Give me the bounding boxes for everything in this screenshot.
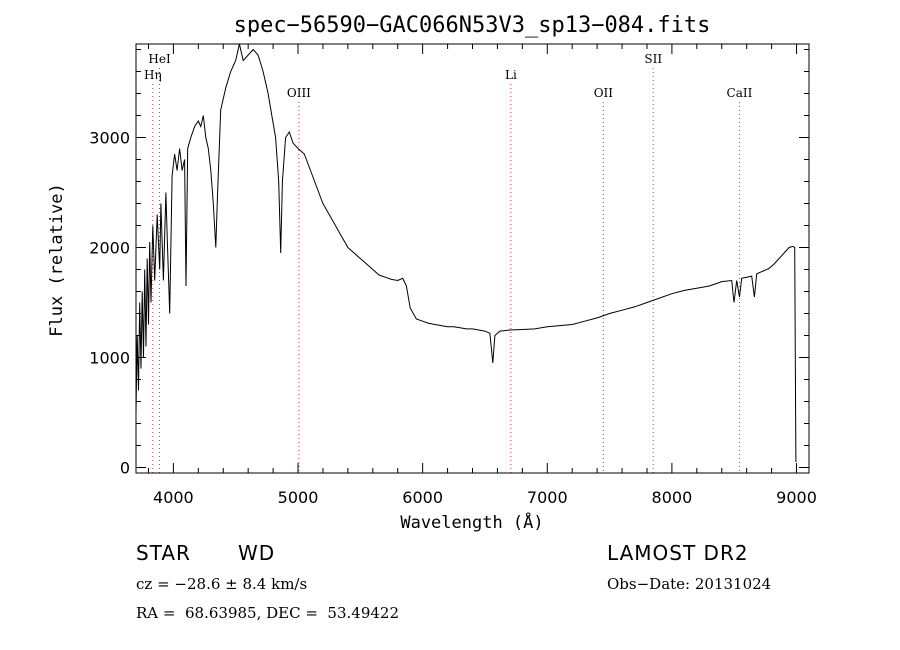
x-tick-label: 9000: [776, 488, 817, 507]
y-tick-label: 3000: [89, 129, 130, 148]
spectrum-line: [135, 43, 797, 463]
object-type: STAR: [136, 541, 191, 565]
spectral-line-label: OIII: [287, 86, 311, 100]
plot-frame: [135, 43, 810, 474]
y-tick-label: 0: [120, 459, 130, 478]
y-tick-label: 2000: [89, 239, 130, 258]
x-tick-label: 8000: [652, 488, 693, 507]
chart-title: spec−56590−GAC066N53V3_sp13−084.fits: [234, 13, 711, 38]
spectral-line-label: Hη: [144, 68, 162, 82]
spectral-line-label: CaII: [727, 86, 753, 100]
sky-coordinates: RA = 68.63985, DEC = 53.49422: [136, 604, 400, 622]
object-subclass: WD: [238, 541, 276, 565]
x-tick-label: 7000: [527, 488, 568, 507]
survey-name: LAMOST DR2: [607, 541, 749, 565]
redshift-velocity: cz = −28.6 ± 8.4 km/s: [136, 575, 308, 593]
y-tick-label: 1000: [89, 349, 130, 368]
x-tick-label: 5000: [278, 488, 319, 507]
spectral-line-label: Li: [505, 68, 517, 82]
x-tick-label: 6000: [402, 488, 443, 507]
x-axis-label: Wavelength (Å): [400, 511, 543, 533]
spectral-line-label: HeI: [148, 52, 171, 66]
spectral-line-label: SII: [644, 52, 662, 66]
spectral-line-label: OII: [594, 86, 614, 100]
y-axis-label: Flux (relative): [47, 183, 67, 337]
plot-area: 4000 5000 6000 7000 8000 9000 0 1000 2000 3000 HeI…: [89, 43, 817, 507]
observation-date: Obs−Date: 20131024: [607, 575, 772, 593]
x-tick-label: 4000: [153, 488, 194, 507]
